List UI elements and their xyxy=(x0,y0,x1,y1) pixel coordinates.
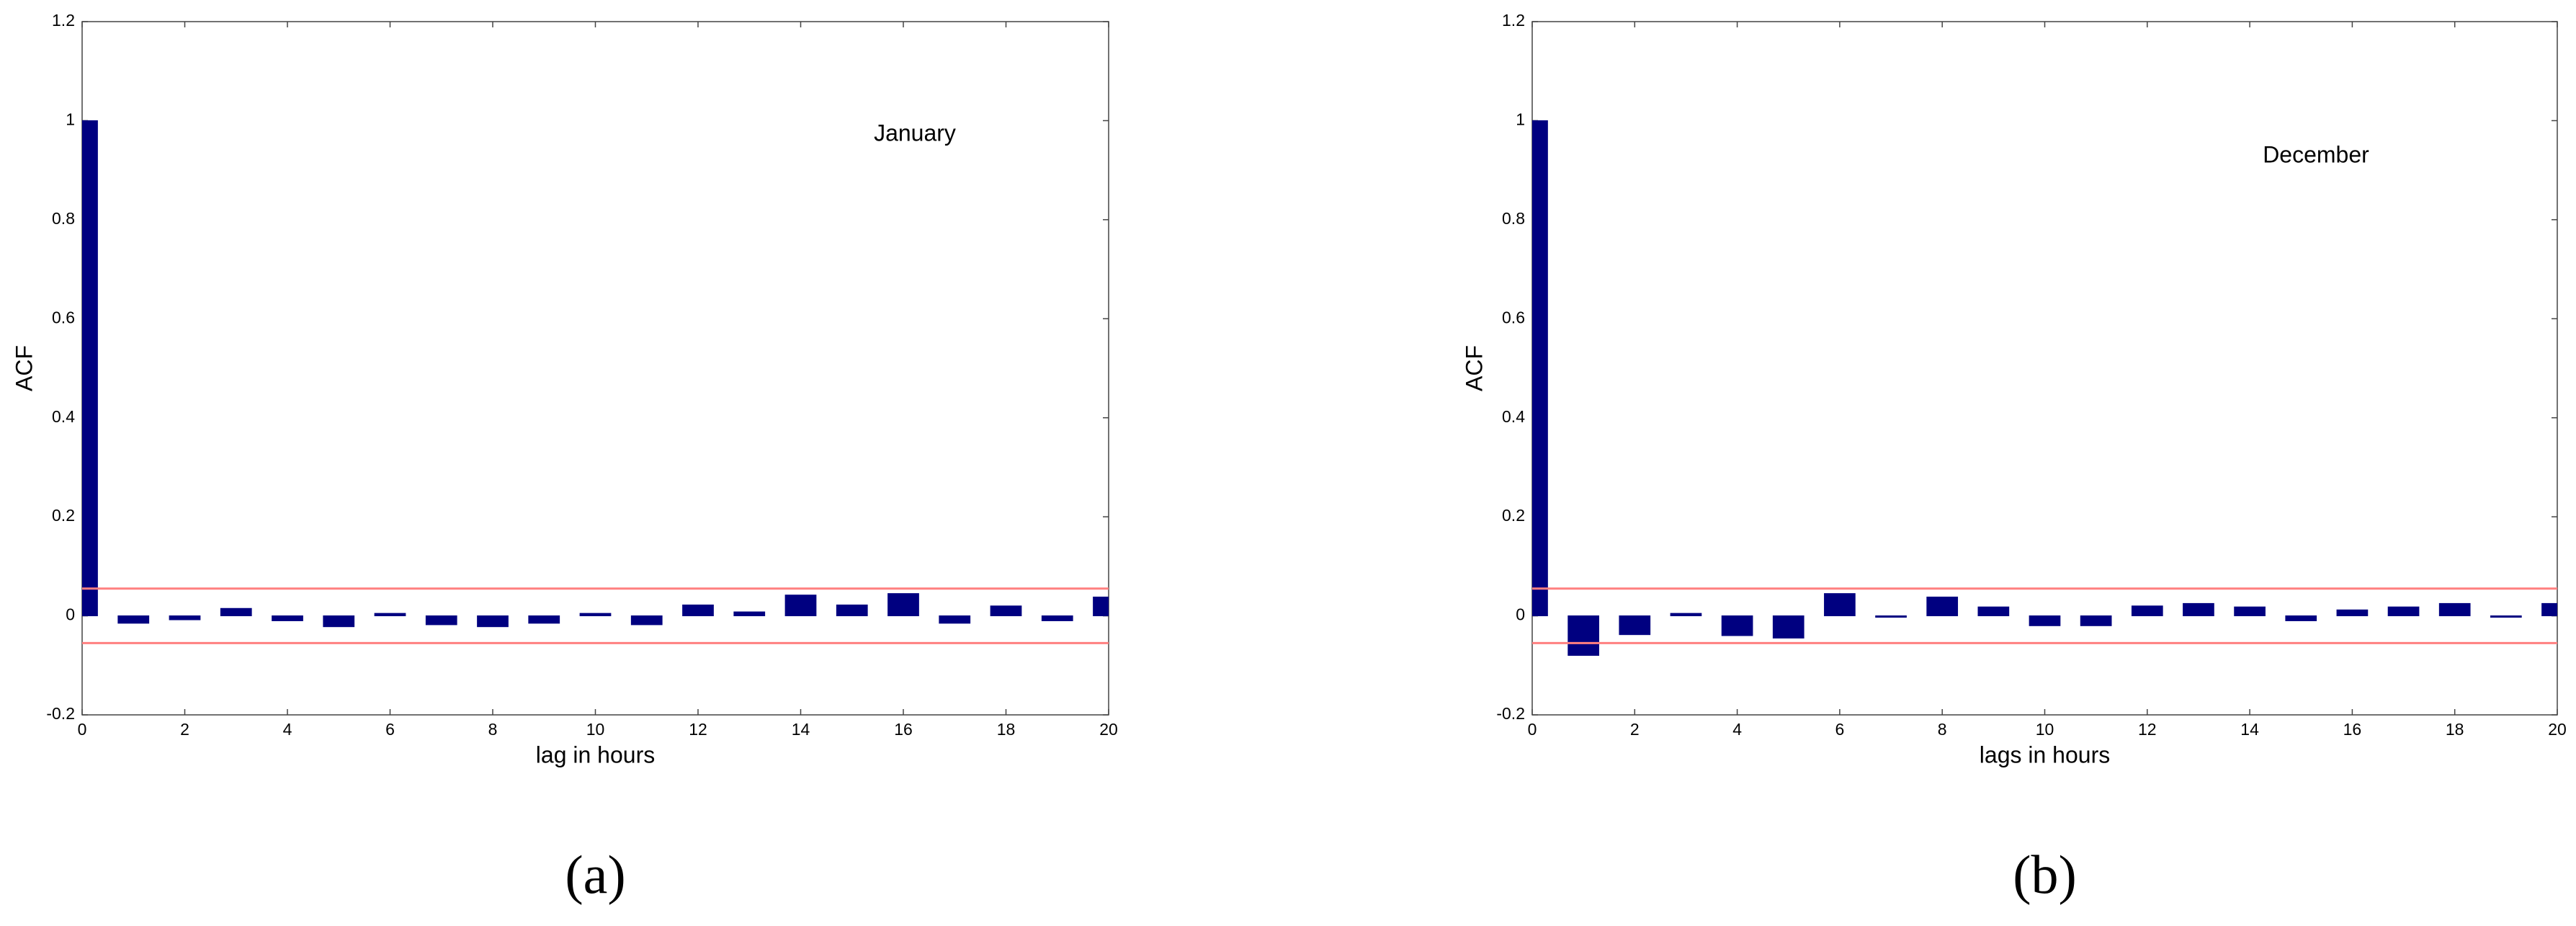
x-tick-label: 14 xyxy=(2240,720,2259,739)
x-tick-label: 0 xyxy=(1528,720,1537,739)
bar xyxy=(220,607,252,617)
bar xyxy=(528,615,560,624)
y-tick-label: 1.2 xyxy=(52,11,75,30)
bar xyxy=(2490,615,2522,618)
bar xyxy=(2131,605,2163,617)
bar xyxy=(836,604,868,617)
bar xyxy=(1619,615,1651,636)
x-tick-label: 8 xyxy=(1938,720,1947,739)
chart: -0.200.20.40.60.811.20 2 4 6 8 10 12 14 16 18 20Ja… xyxy=(11,11,1118,905)
bar xyxy=(2234,606,2266,617)
bar xyxy=(2080,615,2112,626)
x-tick-label: 20 xyxy=(2548,720,2567,739)
bar xyxy=(1721,615,1753,636)
x-tick-label: 8 xyxy=(488,720,498,739)
x-tick-label: 16 xyxy=(2343,720,2362,739)
bar xyxy=(374,613,406,617)
bar xyxy=(477,615,509,628)
bar xyxy=(733,611,766,617)
bar xyxy=(1772,615,1804,638)
y-tick-label: -0.2 xyxy=(1496,704,1525,723)
bar xyxy=(425,615,457,626)
y-axis-label: ACF xyxy=(11,345,37,391)
y-tick-label: -0.2 xyxy=(46,704,75,723)
annotation: December xyxy=(2263,141,2369,167)
plot xyxy=(82,120,1109,628)
x-tick-label: 16 xyxy=(894,720,913,739)
bar xyxy=(990,605,1022,617)
y-tick-label: 0.4 xyxy=(52,407,75,426)
bar xyxy=(1532,120,1548,617)
y-tick-label: 0 xyxy=(66,605,75,624)
bar xyxy=(2541,602,2557,617)
x-tick-label: 2 xyxy=(180,720,189,739)
bar xyxy=(784,595,817,617)
bar xyxy=(2029,615,2061,626)
y-tick-label: 0.6 xyxy=(1502,308,1525,326)
y-tick-label: 0.4 xyxy=(1502,407,1525,426)
bar xyxy=(2336,609,2369,617)
plot-area xyxy=(81,21,1109,716)
x-tick-label: 18 xyxy=(997,720,1016,739)
x-tick-label: 12 xyxy=(2138,720,2157,739)
bar xyxy=(2285,615,2317,621)
bar xyxy=(579,613,612,617)
y-tick-label: 0.8 xyxy=(1502,209,1525,228)
plot-area xyxy=(1531,21,2558,716)
x-tick-label: 14 xyxy=(792,720,810,739)
y-tick-label: 0 xyxy=(1516,605,1525,624)
panel-label: (b) xyxy=(2013,845,2077,905)
bar xyxy=(1875,615,1907,618)
x-axis-label: lags in hours xyxy=(1980,742,2110,767)
bar xyxy=(2438,602,2471,617)
y-tick-label: 0.2 xyxy=(1502,506,1525,525)
y-tick-label: 1 xyxy=(66,110,75,129)
bar xyxy=(323,615,355,628)
x-tick-label: 10 xyxy=(2036,720,2054,739)
chart: -0.200.20.40.60.811.20 2 4 6 8 10 12 14 16 18 20De… xyxy=(1461,11,2567,905)
y-tick-label: 0.8 xyxy=(52,209,75,228)
bar xyxy=(272,615,303,621)
panel-label: (a) xyxy=(565,845,625,905)
bar xyxy=(82,120,98,617)
bar xyxy=(630,615,663,626)
bar xyxy=(939,615,971,624)
bar xyxy=(887,593,919,617)
y-tick-label: 1.2 xyxy=(1502,11,1525,30)
y-tick-label: 0.6 xyxy=(52,308,75,326)
bar xyxy=(2183,602,2214,617)
x-tick-label: 6 xyxy=(1835,720,1845,739)
bar xyxy=(169,615,201,620)
bar xyxy=(1093,596,1109,617)
x-tick-label: 4 xyxy=(283,720,292,739)
bar xyxy=(1824,593,1856,617)
y-tick-label: 0.2 xyxy=(52,506,75,525)
x-tick-label: 4 xyxy=(1732,720,1742,739)
x-tick-label: 10 xyxy=(586,720,605,739)
x-tick-label: 12 xyxy=(689,720,707,739)
y-tick-label: 1 xyxy=(1516,110,1525,129)
y-axis-label: ACF xyxy=(1461,345,1487,391)
x-tick-label: 6 xyxy=(385,720,395,739)
bar xyxy=(1926,596,1959,617)
bar xyxy=(1567,615,1599,656)
bar xyxy=(2387,606,2420,617)
bar xyxy=(1977,606,2010,617)
bar xyxy=(1041,615,1073,621)
x-tick-label: 0 xyxy=(78,720,87,739)
bar xyxy=(117,615,150,624)
x-tick-label: 2 xyxy=(1630,720,1640,739)
annotation: January xyxy=(874,120,956,146)
x-tick-label: 18 xyxy=(2446,720,2464,739)
bar xyxy=(1670,613,1702,617)
x-tick-label: 20 xyxy=(1099,720,1118,739)
plot xyxy=(1532,120,2557,656)
x-axis-label: lag in hours xyxy=(536,742,655,767)
bar xyxy=(682,604,714,617)
